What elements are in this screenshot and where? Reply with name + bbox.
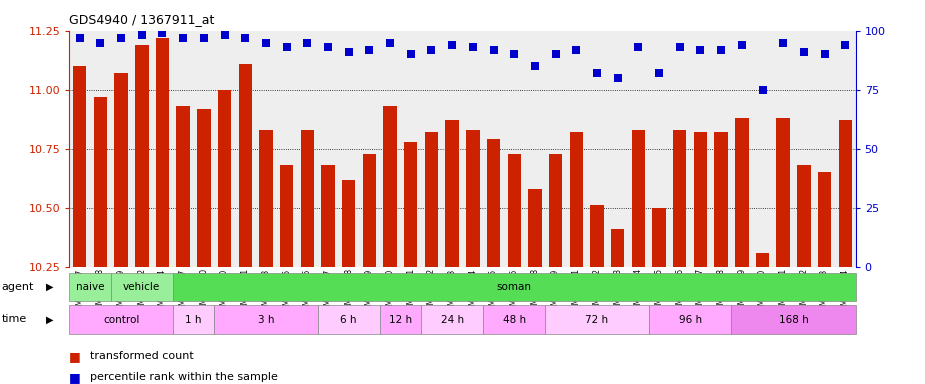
Bar (487, 139, 500, 267)
Text: soman: soman (497, 282, 532, 292)
Bar (610, 229, 624, 267)
Text: ▶: ▶ (46, 314, 54, 324)
Bar (528, 189, 542, 267)
Text: 96 h: 96 h (679, 314, 702, 325)
Bar (321, 166, 335, 267)
Bar (714, 132, 728, 267)
Bar (280, 166, 293, 267)
Bar (301, 130, 314, 267)
Bar (673, 130, 686, 267)
Bar (173, 273, 856, 301)
Text: ■: ■ (69, 350, 81, 363)
Bar (215, 305, 317, 334)
Text: transformed count: transformed count (90, 351, 193, 361)
Bar (756, 253, 770, 267)
Bar (363, 154, 376, 267)
Text: 3 h: 3 h (258, 314, 274, 325)
Bar (421, 305, 483, 334)
Bar (735, 118, 748, 267)
Bar (69, 305, 173, 334)
Text: 12 h: 12 h (388, 314, 412, 325)
Bar (508, 154, 521, 267)
Bar (111, 273, 173, 301)
Bar (652, 208, 666, 267)
Bar (425, 132, 438, 267)
Text: 1 h: 1 h (185, 314, 202, 325)
Bar (383, 106, 397, 267)
Bar (177, 106, 190, 267)
Bar (69, 273, 111, 301)
Bar (197, 109, 211, 267)
Text: vehicle: vehicle (123, 282, 160, 292)
Text: time: time (2, 314, 27, 324)
Bar (259, 130, 273, 267)
Text: ▶: ▶ (46, 282, 54, 292)
Bar (466, 130, 479, 267)
Bar (446, 121, 459, 267)
Bar (545, 305, 648, 334)
Bar (648, 305, 732, 334)
Bar (73, 66, 86, 267)
Bar (404, 142, 417, 267)
Bar (217, 90, 231, 267)
Text: 168 h: 168 h (779, 314, 808, 325)
Text: 6 h: 6 h (340, 314, 357, 325)
Text: control: control (103, 314, 140, 325)
Bar (155, 38, 169, 267)
Text: ■: ■ (69, 371, 81, 384)
Bar (694, 132, 708, 267)
Text: agent: agent (2, 282, 34, 292)
Bar (839, 121, 852, 267)
Bar (380, 305, 421, 334)
Bar (549, 154, 562, 267)
Bar (590, 205, 604, 267)
Bar (135, 45, 149, 267)
Bar (776, 118, 790, 267)
Bar (239, 64, 252, 267)
Bar (797, 166, 810, 267)
Text: 48 h: 48 h (502, 314, 525, 325)
Text: naive: naive (76, 282, 105, 292)
Text: GDS4940 / 1367911_at: GDS4940 / 1367911_at (69, 13, 215, 26)
Bar (115, 73, 128, 267)
Bar (483, 305, 545, 334)
Bar (632, 130, 645, 267)
Text: 24 h: 24 h (440, 314, 463, 325)
Bar (732, 305, 856, 334)
Bar (317, 305, 380, 334)
Bar (570, 132, 583, 267)
Bar (93, 97, 107, 267)
Bar (173, 305, 215, 334)
Text: percentile rank within the sample: percentile rank within the sample (90, 372, 278, 382)
Bar (818, 172, 832, 267)
Bar (342, 179, 355, 267)
Text: 72 h: 72 h (586, 314, 609, 325)
